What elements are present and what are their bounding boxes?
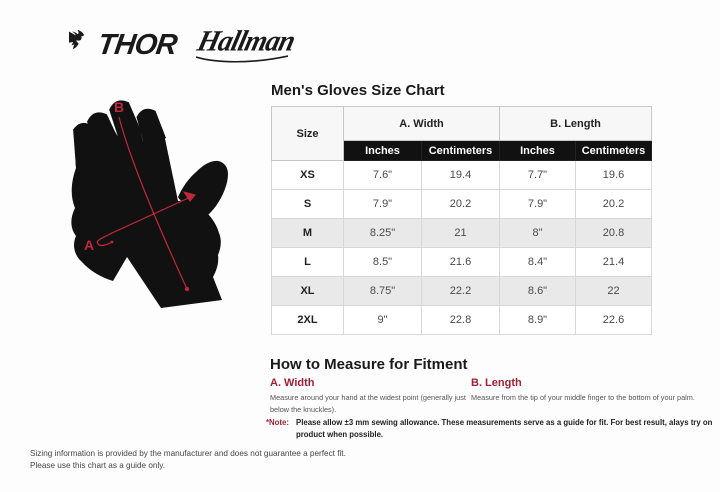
svg-text:B: B xyxy=(114,99,124,115)
svg-text:A: A xyxy=(84,237,94,253)
